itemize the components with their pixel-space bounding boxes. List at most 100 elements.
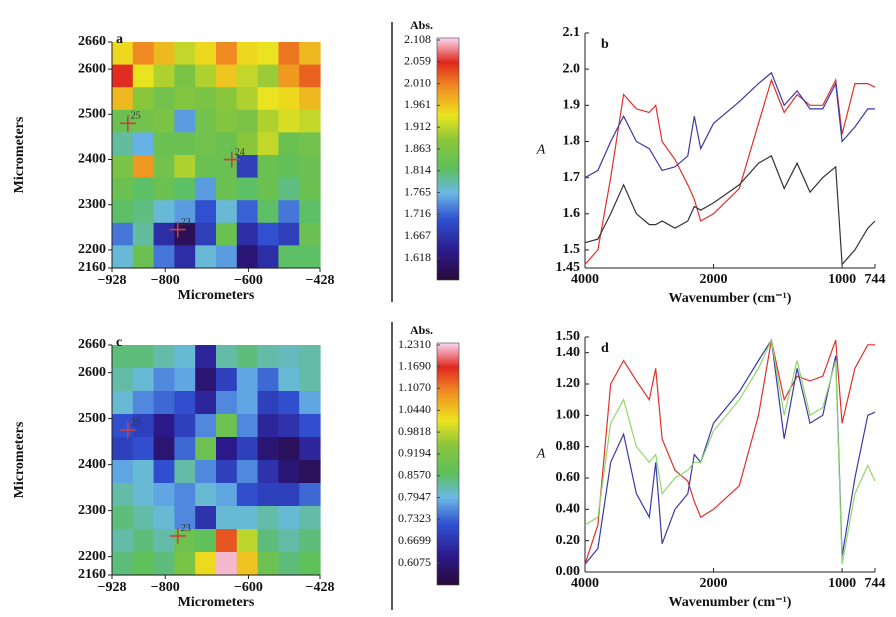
y-tick-label: 2160: [78, 567, 106, 582]
heatmap-cell: [112, 200, 134, 224]
heatmap-cell: [132, 529, 155, 553]
y-tick-label: 1.20: [556, 376, 581, 391]
heatmap-cell: [153, 345, 175, 369]
heatmap-cell: [195, 414, 217, 438]
heatmap-cell: [132, 200, 155, 224]
colorbar: [436, 37, 460, 281]
heatmap-cell: [299, 552, 321, 576]
heatmap-cell: [174, 177, 196, 201]
heatmap-cell: [236, 483, 259, 507]
colorbar-tick-label: 1.1070: [398, 380, 431, 394]
spectrum-line: [584, 338, 876, 565]
heatmap-cell: [195, 155, 217, 179]
heatmap-cell: [216, 391, 238, 415]
heatmap-cell: [153, 506, 175, 530]
heatmap-cell: [299, 42, 321, 66]
heatmap-cell: [174, 132, 196, 156]
heatmap-cell: [195, 222, 217, 246]
heatmap-cell: [236, 200, 259, 224]
colorbar-tick-label: 1.2310: [398, 337, 431, 351]
colorbar-tick-label: 2.010: [404, 75, 431, 89]
y-tick-label: 0.20: [556, 533, 581, 548]
heatmap-cell: [299, 64, 321, 88]
heatmap-cell: [174, 414, 196, 438]
marker: [119, 115, 136, 132]
x-tick-label: −800: [151, 580, 180, 595]
y-tick-label: 1.9: [563, 98, 581, 113]
heatmap-cell: [299, 529, 321, 553]
heatmap-cell: [174, 42, 196, 66]
heatmap-cell: [216, 87, 238, 111]
heatmap-cell: [299, 155, 321, 179]
heatmap-cell: [112, 222, 134, 246]
heatmap-cell: [153, 414, 175, 438]
x-tick-label: −428: [306, 273, 335, 288]
panel-label: d: [601, 341, 609, 356]
heatmap-cell: [216, 437, 238, 461]
marker-label: 25: [131, 417, 141, 428]
y-tick-label: 0.40: [556, 502, 581, 517]
heatmap-cell: [236, 177, 259, 201]
colorbar-tick-label: 0.7947: [398, 489, 431, 503]
heatmap-cell: [257, 177, 279, 201]
heatmap-cell: [195, 506, 217, 530]
heatmap-cell: [112, 245, 134, 269]
heatmap-cell: [257, 437, 279, 461]
heatmap-cell: [195, 483, 217, 507]
heatmap-cell: [299, 368, 321, 392]
heatmap-cell: [278, 391, 300, 415]
heatmap-cell: [112, 529, 134, 553]
colorbar-tick-label: 0.6699: [398, 533, 431, 547]
heatmap-cell: [132, 460, 155, 484]
heatmap-cell: [236, 437, 259, 461]
heatmap-cell: [257, 64, 279, 88]
heatmap-cell: [257, 345, 279, 369]
heatmap-cell: [112, 368, 134, 392]
colorbar-label: Abs.: [410, 323, 433, 337]
x-tick-label: 744: [865, 576, 886, 591]
heatmap-cell: [195, 368, 217, 392]
heatmap-cell: [257, 483, 279, 507]
heatmap-cell: [132, 506, 155, 530]
colorbar-tick-label: 1.716: [404, 206, 431, 220]
colorbar-tick-label: 1.912: [404, 119, 431, 133]
heatmap-cell: [132, 345, 155, 369]
heatmap-cell: [132, 87, 155, 111]
y-tick-label: 0.00: [556, 564, 581, 579]
x-tick-label: −928: [98, 580, 127, 595]
x-axis-label: Micrometers: [178, 595, 255, 610]
marker-label: 24: [235, 147, 245, 158]
heatmap-cell: [153, 437, 175, 461]
colorbar-tick-label: 1.765: [404, 184, 431, 198]
colorbar-tick-label: 0.6075: [398, 555, 431, 569]
x-tick-label: −800: [151, 273, 180, 288]
y-tick-label: 1.40: [556, 345, 581, 360]
y-tick-label: 1.45: [556, 260, 581, 275]
colorbar-label: Abs.: [410, 18, 433, 32]
heatmap-cell: [216, 177, 238, 201]
heatmap-cell: [132, 414, 155, 438]
heatmap-cell: [132, 42, 155, 66]
y-tick-label: 1.50: [556, 329, 581, 344]
x-tick-label: 4000: [571, 272, 599, 287]
colorbar-tick-label: 0.8570: [398, 468, 431, 482]
panel-label: c: [116, 335, 122, 350]
y-axis-label: A: [536, 447, 546, 462]
y-tick-label: 2500: [78, 107, 106, 122]
spectrum-line: [584, 338, 876, 565]
heatmap-cell: [299, 87, 321, 111]
colorbar-tick-label: 0.9194: [398, 446, 431, 460]
panel-label: a: [116, 32, 123, 47]
heatmap-cell: [132, 222, 155, 246]
heatmap-cell: [299, 132, 321, 156]
x-tick-label: 1000: [828, 272, 856, 287]
x-tick-label: 4000: [571, 576, 599, 591]
heatmap-cell: [153, 64, 175, 88]
heatmap-cell: [195, 245, 217, 269]
heatmap-cell: [112, 64, 134, 88]
y-tick-label: 1.5: [563, 242, 581, 257]
heatmap-cell: [195, 109, 217, 133]
heatmap-cell: [174, 155, 196, 179]
heatmap-cell: [153, 155, 175, 179]
